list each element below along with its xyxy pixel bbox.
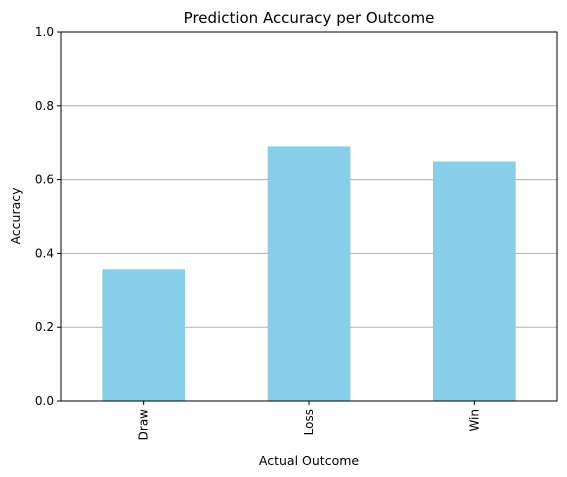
y-tick-label: 0.8: [35, 99, 54, 113]
chart-title: Prediction Accuracy per Outcome: [184, 9, 435, 27]
y-tick-label: 0.0: [35, 394, 54, 408]
y-axis-ticks: 0.0 0.2 0.4 0.6 0.8 1.0: [35, 25, 61, 408]
y-tick-label: 0.2: [35, 320, 54, 334]
bar-loss: [267, 146, 351, 401]
bar-win: [433, 161, 516, 401]
y-tick-label: 1.0: [35, 25, 54, 39]
y-axis-label: Accuracy: [8, 187, 23, 245]
bar-draw: [102, 269, 185, 401]
bars: [102, 146, 516, 401]
x-tick-label: Loss: [302, 409, 316, 435]
y-tick-label: 0.6: [35, 173, 54, 187]
x-axis-label: Actual Outcome: [259, 453, 359, 468]
y-tick-label: 0.4: [35, 246, 54, 260]
x-tick-label: Win: [467, 409, 481, 432]
x-tick-label: Draw: [137, 409, 151, 441]
x-axis-ticks: Draw Loss Win: [137, 401, 481, 441]
